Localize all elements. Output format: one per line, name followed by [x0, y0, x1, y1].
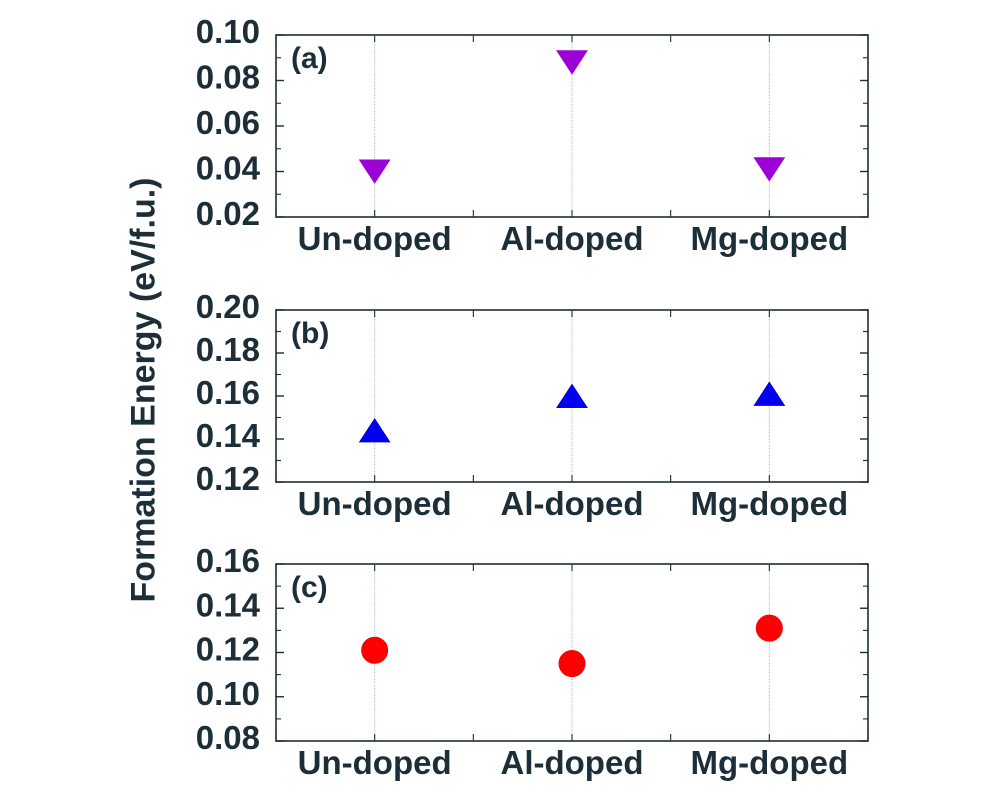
svg-text:Mg-doped: Mg-doped: [691, 744, 849, 781]
svg-text:0.02: 0.02: [196, 195, 260, 232]
svg-text:Al-doped: Al-doped: [501, 744, 644, 781]
svg-text:0.16: 0.16: [196, 374, 260, 411]
svg-text:0.14: 0.14: [196, 417, 261, 454]
svg-text:(b): (b): [291, 317, 329, 350]
svg-text:0.12: 0.12: [196, 631, 260, 668]
svg-text:Al-doped: Al-doped: [501, 220, 644, 257]
svg-text:Mg-doped: Mg-doped: [691, 220, 849, 257]
svg-text:0.08: 0.08: [196, 59, 260, 96]
svg-text:0.16: 0.16: [196, 542, 260, 579]
svg-text:Un-doped: Un-doped: [298, 744, 452, 781]
svg-text:Un-doped: Un-doped: [298, 220, 452, 257]
svg-text:Al-doped: Al-doped: [501, 485, 644, 522]
svg-text:0.12: 0.12: [196, 460, 260, 497]
svg-text:0.10: 0.10: [196, 675, 260, 712]
svg-text:0.14: 0.14: [196, 586, 261, 623]
svg-text:Mg-doped: Mg-doped: [691, 485, 849, 522]
svg-text:0.10: 0.10: [196, 13, 260, 50]
svg-text:(c): (c): [291, 571, 328, 604]
svg-text:0.08: 0.08: [196, 719, 260, 756]
svg-text:0.04: 0.04: [196, 150, 261, 187]
svg-text:0.20: 0.20: [196, 288, 260, 325]
svg-text:(a): (a): [291, 42, 328, 75]
svg-text:0.06: 0.06: [196, 104, 260, 141]
svg-text:Un-doped: Un-doped: [298, 485, 452, 522]
svg-text:0.18: 0.18: [196, 331, 260, 368]
